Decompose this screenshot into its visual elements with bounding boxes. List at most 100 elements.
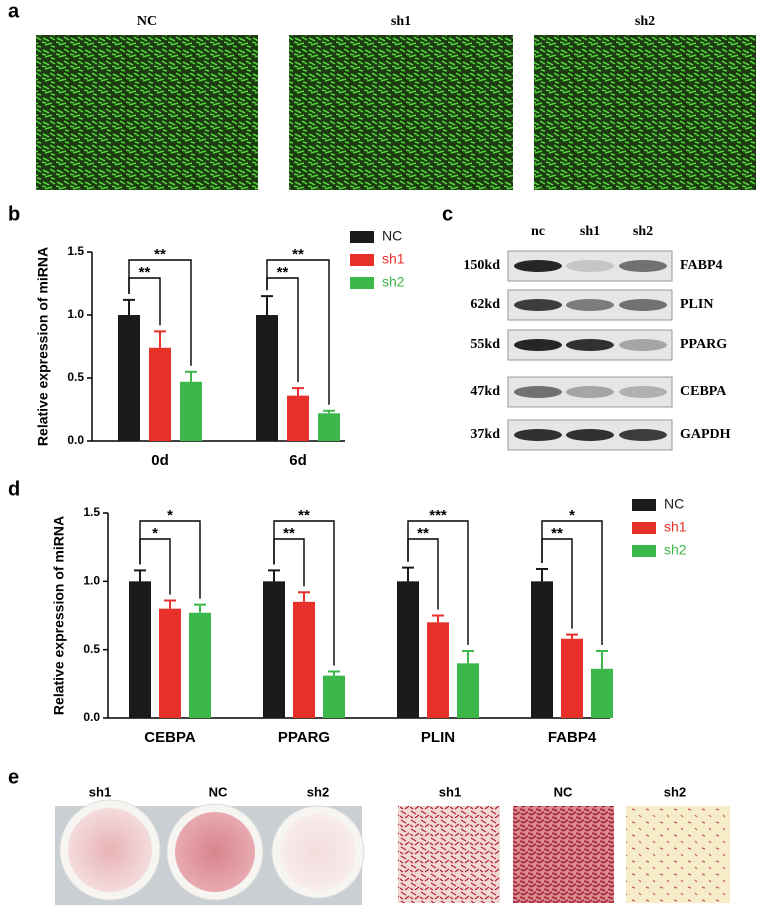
- fluorescence-image: [289, 35, 513, 190]
- dish: [68, 808, 152, 892]
- bar: [293, 601, 315, 718]
- size-label: 37kd: [470, 427, 500, 442]
- bar: [287, 395, 309, 441]
- x-tick-label: FABP4: [548, 729, 597, 746]
- image-label: sh1: [391, 14, 411, 29]
- image-label: sh2: [307, 784, 329, 799]
- legend-swatch: [350, 231, 374, 243]
- micrograph: [626, 806, 730, 903]
- error-bar: [134, 569, 146, 582]
- legend-label: sh1: [382, 251, 405, 267]
- image-label: sh1: [439, 784, 461, 799]
- band: [514, 429, 562, 441]
- y-tick-label: 1.5: [67, 244, 84, 258]
- significance-bracket: [266, 259, 330, 405]
- significance-label: **: [283, 525, 295, 542]
- error-bar: [268, 569, 280, 582]
- significance-label: **: [551, 525, 563, 542]
- image-label: sh2: [635, 14, 655, 29]
- western-blot: nc sh1 sh2 150kd FABP4 62kd PLIN 55kd PPARG 47kd C…: [463, 224, 731, 451]
- significance-label: **: [277, 264, 289, 281]
- x-tick-label: PPARG: [278, 729, 330, 746]
- significance-label: *: [167, 507, 173, 524]
- legend-swatch: [350, 254, 374, 266]
- y-axis-label: Relative expression of miRNA: [35, 247, 51, 446]
- protein-label: CEBPA: [680, 384, 727, 399]
- y-tick-label: 1.5: [83, 505, 100, 519]
- protein-label: PLIN: [680, 297, 713, 312]
- lane-label: sh2: [633, 224, 653, 239]
- legend-label: sh1: [664, 519, 687, 535]
- fluorescence-image: [36, 35, 258, 190]
- error-bar: [536, 568, 548, 582]
- y-tick-label: 0.0: [67, 433, 84, 447]
- significance-label: **: [154, 246, 166, 263]
- error-bar: [323, 409, 335, 414]
- image-label: NC: [137, 14, 157, 29]
- y-tick-label: 1.0: [83, 574, 100, 588]
- significance-bracket: [273, 520, 335, 666]
- bar: [159, 608, 181, 718]
- band: [619, 429, 667, 441]
- band: [619, 299, 667, 311]
- error-bar: [432, 614, 444, 623]
- error-bar: [154, 330, 166, 348]
- significance-label: **: [298, 507, 310, 524]
- significance-bracket: [407, 520, 469, 646]
- bar: [397, 581, 419, 718]
- panel-label: b: [8, 203, 20, 225]
- band: [566, 339, 614, 351]
- error-bar: [596, 650, 608, 669]
- x-tick-label: CEBPA: [144, 729, 196, 746]
- y-tick-label: 1.0: [67, 307, 84, 321]
- legend-label: sh2: [382, 274, 405, 290]
- error-bar: [194, 603, 206, 613]
- bar: [427, 622, 449, 718]
- protein-label: GAPDH: [680, 427, 731, 442]
- significance-bracket: [139, 520, 201, 599]
- x-tick-label: 0d: [151, 452, 169, 469]
- y-tick-label: 0.0: [83, 710, 100, 724]
- image-label: NC: [554, 784, 573, 799]
- band: [619, 339, 667, 351]
- legend-label: sh2: [664, 542, 687, 558]
- significance-label: *: [152, 525, 158, 542]
- bar: [263, 581, 285, 718]
- fluorescence-image: [534, 35, 756, 190]
- legend-swatch: [632, 545, 656, 557]
- significance-label: *: [569, 507, 575, 524]
- significance-label: ***: [429, 507, 447, 524]
- bar: [318, 413, 340, 441]
- bar: [149, 347, 171, 441]
- band: [619, 386, 667, 398]
- dish: [280, 814, 356, 890]
- micrograph: [398, 806, 500, 903]
- error-bar: [185, 370, 197, 382]
- bar: [561, 638, 583, 718]
- significance-bracket: [273, 538, 305, 587]
- band: [514, 339, 562, 351]
- legend-swatch: [350, 277, 374, 289]
- panel-label: a: [8, 0, 20, 22]
- bar: [180, 381, 202, 441]
- band: [619, 260, 667, 272]
- band: [566, 386, 614, 398]
- legend-label: NC: [382, 228, 402, 244]
- error-bar: [123, 298, 135, 315]
- x-tick-label: 6d: [289, 452, 307, 469]
- error-bar: [462, 650, 474, 664]
- legend-label: NC: [664, 496, 684, 512]
- size-label: 150kd: [463, 258, 500, 273]
- error-bar: [566, 633, 578, 639]
- bar: [591, 668, 613, 718]
- bar: [118, 315, 140, 441]
- size-label: 62kd: [470, 297, 500, 312]
- x-tick-label: PLIN: [421, 729, 455, 746]
- dish: [175, 812, 255, 892]
- y-tick-label: 0.5: [67, 370, 84, 384]
- band: [514, 260, 562, 272]
- y-tick-label: 0.5: [83, 642, 100, 656]
- bar: [256, 315, 278, 441]
- image-label: sh2: [664, 784, 686, 799]
